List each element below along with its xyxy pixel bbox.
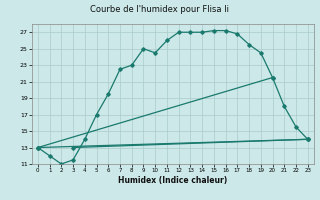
X-axis label: Humidex (Indice chaleur): Humidex (Indice chaleur) [118, 176, 228, 185]
Text: Courbe de l'humidex pour Flisa Ii: Courbe de l'humidex pour Flisa Ii [91, 5, 229, 15]
